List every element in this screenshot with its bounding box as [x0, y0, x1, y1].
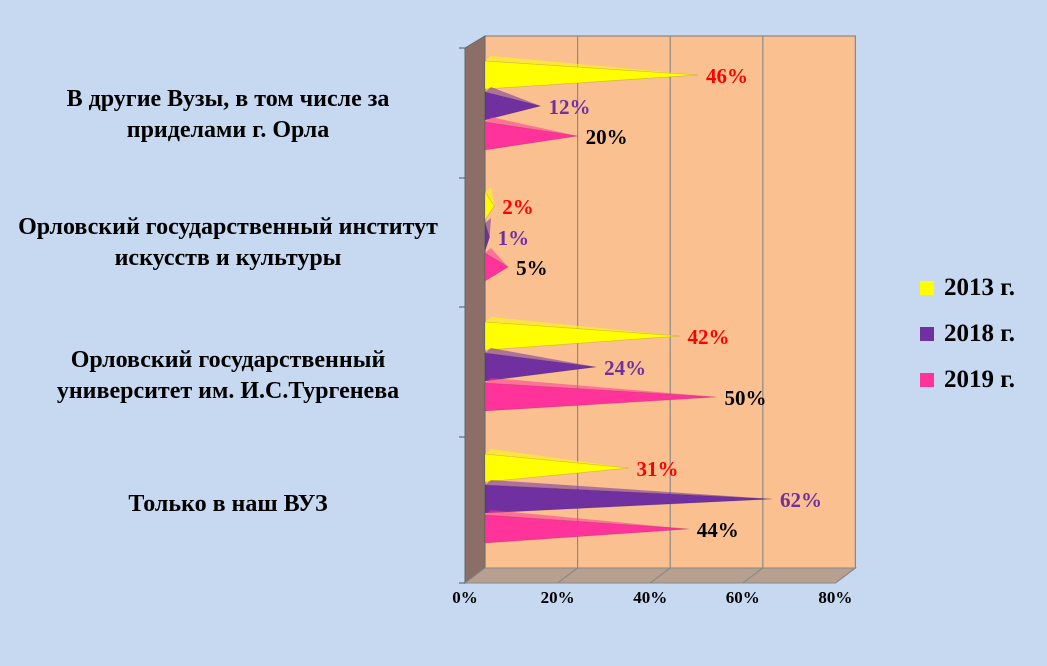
bar-2019-0	[484, 121, 578, 151]
bar-2019-1	[484, 252, 509, 282]
bar-2018-3	[484, 484, 773, 514]
legend-item-2018: 2018 г.	[920, 311, 1015, 357]
category-label-only-our-university: Только в наш ВУЗ	[128, 491, 328, 517]
bar-top-face	[485, 348, 597, 367]
gridline-floor	[835, 567, 856, 584]
data-label: 62%	[780, 488, 822, 512]
x-tick-label: 20%	[541, 588, 575, 607]
data-label: 31%	[637, 457, 679, 481]
x-tick-label: 60%	[726, 588, 760, 607]
legend-label-2019: 2019 г.	[944, 366, 1016, 393]
bar-top-face	[485, 87, 541, 106]
data-label: 20%	[586, 125, 628, 149]
legend-swatch-2019	[920, 373, 934, 387]
x-tick-label: 0%	[452, 588, 478, 607]
bar-2018-1	[484, 222, 491, 252]
legend-label-2018: 2018 г.	[944, 320, 1016, 347]
bar-top-face	[485, 56, 698, 75]
data-label: 5%	[516, 256, 548, 280]
plot-side-wall	[464, 35, 486, 584]
data-label: 44%	[697, 518, 739, 542]
bar-2019-2	[484, 382, 717, 412]
bar-2019-3	[484, 514, 689, 544]
bar-2018-2	[484, 352, 597, 382]
x-tick-label: 80%	[818, 588, 852, 607]
legend-swatch-2018	[920, 327, 934, 341]
bar-top-face	[485, 510, 689, 529]
data-label: 42%	[687, 325, 729, 349]
bar-2013-1	[484, 190, 495, 222]
bar-2013-2	[484, 321, 680, 351]
legend-item-2019: 2019 г.	[920, 357, 1015, 403]
data-label: 1%	[498, 226, 530, 250]
bar-2018-0	[484, 91, 541, 121]
bar-top-face	[485, 317, 680, 336]
bar-top-face	[485, 449, 629, 468]
x-tick-label: 40%	[633, 588, 667, 607]
gridline-floor	[557, 567, 578, 584]
gridline-floor	[649, 567, 671, 584]
category-label-oryol-university: Орловский государственный университет им…	[56, 347, 400, 404]
data-label: 12%	[549, 95, 591, 119]
bar-top-face	[485, 378, 717, 397]
data-label: 24%	[604, 356, 646, 380]
legend-item-2013: 2013 г.	[920, 265, 1015, 311]
legend: 2013 г. 2018 г. 2019 г.	[920, 265, 1015, 403]
category-label-other-universities: В другие Вузы, в том числе за приделами …	[66, 86, 390, 143]
data-label: 46%	[706, 64, 748, 88]
gridline-floor	[742, 567, 764, 584]
bar-top-face	[485, 248, 509, 267]
legend-label-2013: 2013 г.	[944, 274, 1016, 301]
bar-top-face	[485, 187, 495, 206]
bar-top-face	[485, 480, 773, 499]
data-label: 50%	[725, 386, 767, 410]
bar-top-face	[485, 117, 578, 136]
bar-2013-3	[484, 453, 629, 483]
legend-swatch-2013	[920, 281, 934, 295]
bar-2013-0	[484, 60, 699, 90]
bar-top-face	[485, 218, 491, 237]
category-label-institute-arts: Орловский государственный институт искус…	[18, 214, 438, 271]
data-label: 2%	[502, 195, 534, 219]
